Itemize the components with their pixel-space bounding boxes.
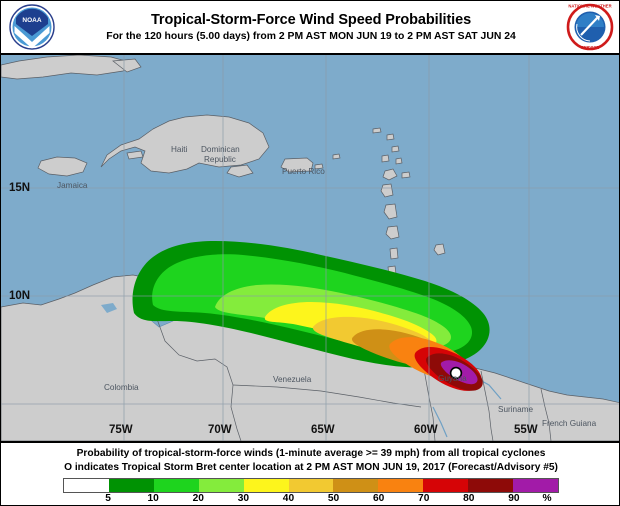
colorbar-band-60-70: [378, 479, 424, 492]
colorbar-tick-60: 60: [372, 493, 385, 504]
colorbar-band-80-90: [468, 479, 514, 492]
noaa-logo: NOAA: [4, 2, 60, 52]
colorbar-band-20-30: [198, 479, 244, 492]
colorbar-band-10-20: [153, 479, 199, 492]
lon-label-65w: 65W: [311, 424, 335, 436]
colorbar-tick-40: 40: [282, 493, 295, 504]
national-weather-service-logo: NATIONAL WEATHER SERVICE: [562, 2, 618, 52]
colorbar-tick-80: 80: [463, 493, 475, 504]
colorbar-tick-70: 70: [418, 493, 430, 504]
nws-logo-icon: NATIONAL WEATHER SERVICE: [566, 4, 614, 51]
svg-text:SERVICE: SERVICE: [581, 45, 600, 50]
colorbar-tick-labels: 5 10 20 30 40 50 60 70 80 90%: [63, 493, 559, 505]
page-subtitle: For the 120 hours (5.00 days) from 2 PM …: [106, 30, 516, 42]
page-title: Tropical-Storm-Force Wind Speed Probabil…: [150, 11, 472, 28]
lon-label-70w: 70W: [208, 424, 232, 436]
lat-label-10n: 10N: [9, 290, 31, 302]
lon-label-60w: 60W: [414, 424, 438, 436]
lon-label-75w: 75W: [109, 424, 133, 436]
svg-text:NATIONAL WEATHER: NATIONAL WEATHER: [568, 4, 611, 9]
colorbar-tick-20: 20: [192, 493, 204, 504]
colorbar-band-90-100: [513, 479, 558, 492]
lat-lon-gridlines: [1, 55, 619, 441]
probability-colorbar: [63, 478, 559, 493]
colorbar-band-40-50: [288, 479, 334, 492]
colorbar-band-50-60: [333, 479, 379, 492]
colorbar-band-0-5: [64, 479, 109, 492]
header-bar: NOAA Tropical-Storm-Force Wind Speed Pro…: [1, 1, 619, 55]
colorbar-unit-label: %: [542, 493, 552, 504]
footer-legend: Probability of tropical-storm-force wind…: [1, 443, 619, 505]
storm-center-circle: [449, 366, 463, 380]
header-title-group: Tropical-Storm-Force Wind Speed Probabil…: [63, 1, 559, 53]
map-canvas[interactable]: 15N 10N 75W 70W 65W 60W 55W Jamaica Hait…: [1, 55, 619, 443]
colorbar-tick-90: 90: [508, 493, 520, 504]
lat-label-15n: 15N: [9, 182, 31, 194]
colorbar-band-5-10: [108, 479, 154, 492]
colorbar-tick-30: 30: [237, 493, 250, 504]
footer-caption-probability: Probability of tropical-storm-force wind…: [76, 448, 546, 459]
colorbar-tick-5: 5: [105, 493, 111, 504]
colorbar-band-30-40: [243, 479, 289, 492]
map-graphic: [1, 55, 619, 441]
footer-caption-storm-center: O indicates Tropical Storm Bret center l…: [64, 462, 558, 473]
svg-text:NOAA: NOAA: [22, 17, 41, 24]
colorbar-band-70-80: [423, 479, 469, 492]
lon-label-55w: 55W: [514, 424, 538, 436]
wind-probability-contours: [132, 241, 490, 391]
colorbar-tick-50: 50: [327, 493, 340, 504]
colorbar-tick-10: 10: [147, 493, 159, 504]
noaa-logo-icon: NOAA: [9, 4, 55, 50]
